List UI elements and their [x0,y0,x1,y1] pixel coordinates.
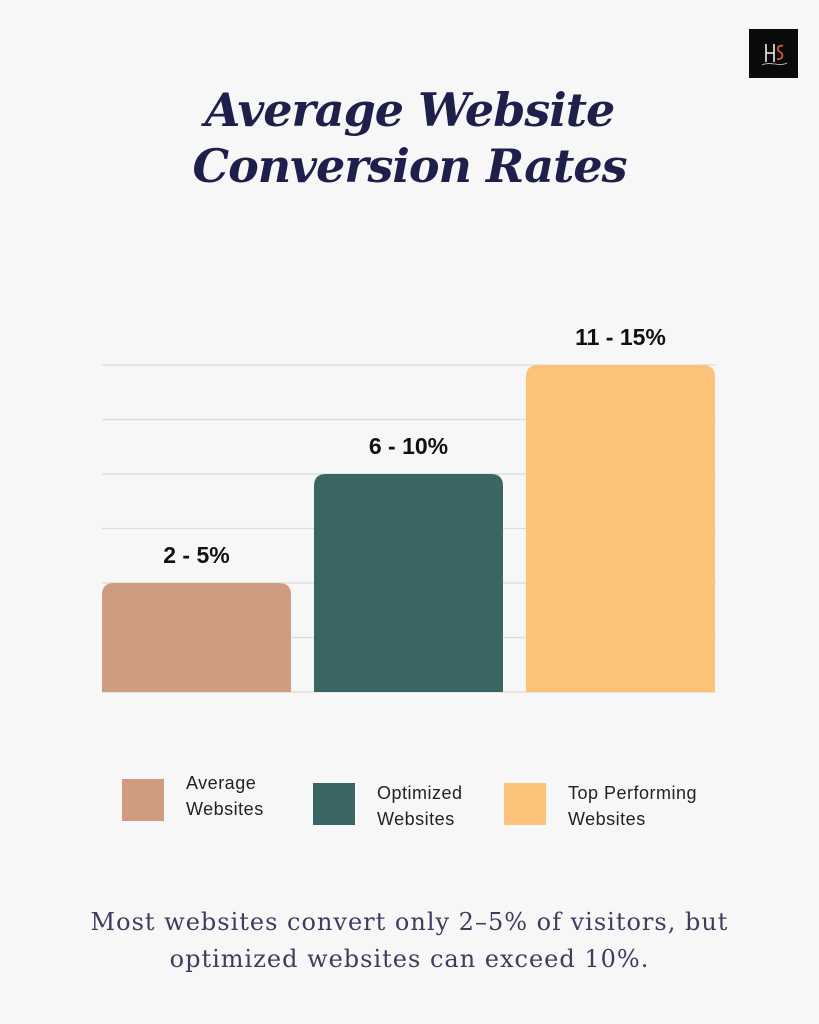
legend-swatch [122,779,164,821]
legend-label: Websites [377,809,455,829]
legend-label: Websites [186,799,264,819]
legend-label: Websites [568,809,646,829]
title-line-1: Average Website [204,83,616,137]
legend-item-optimized: Optimized Websites [313,776,463,832]
data-label: 11 - 15% [575,324,666,350]
bar-3 [526,365,715,692]
legend-label: Average [186,773,257,793]
bar-1 [102,583,291,692]
legend-label: Top Performing [568,783,698,803]
bar-2 [314,474,503,692]
legend-swatch [504,783,546,825]
footer-line-1: Most websites convert only 2–5% of visit… [90,908,729,936]
legend-item-average: Average Websites [122,773,264,822]
legend-label: Optimized [377,783,463,803]
footer-line-2: optimized websites can exceed 10%. [169,945,650,973]
title-line-2: Conversion Rates [192,139,628,193]
hs-monogram-logo [749,29,798,78]
bar-chart: 2 - 5% 6 - 10% 11 - 15% [102,324,716,693]
legend-item-top-performing: Top Performing Websites [504,776,697,832]
logo-icon [761,43,787,65]
data-label: 2 - 5% [163,542,229,568]
legend-swatch [313,783,355,825]
page-title: Average Website Conversion Rates [0,82,819,194]
footer-caption: Most websites convert only 2–5% of visit… [0,904,819,978]
data-label: 6 - 10% [369,433,448,459]
